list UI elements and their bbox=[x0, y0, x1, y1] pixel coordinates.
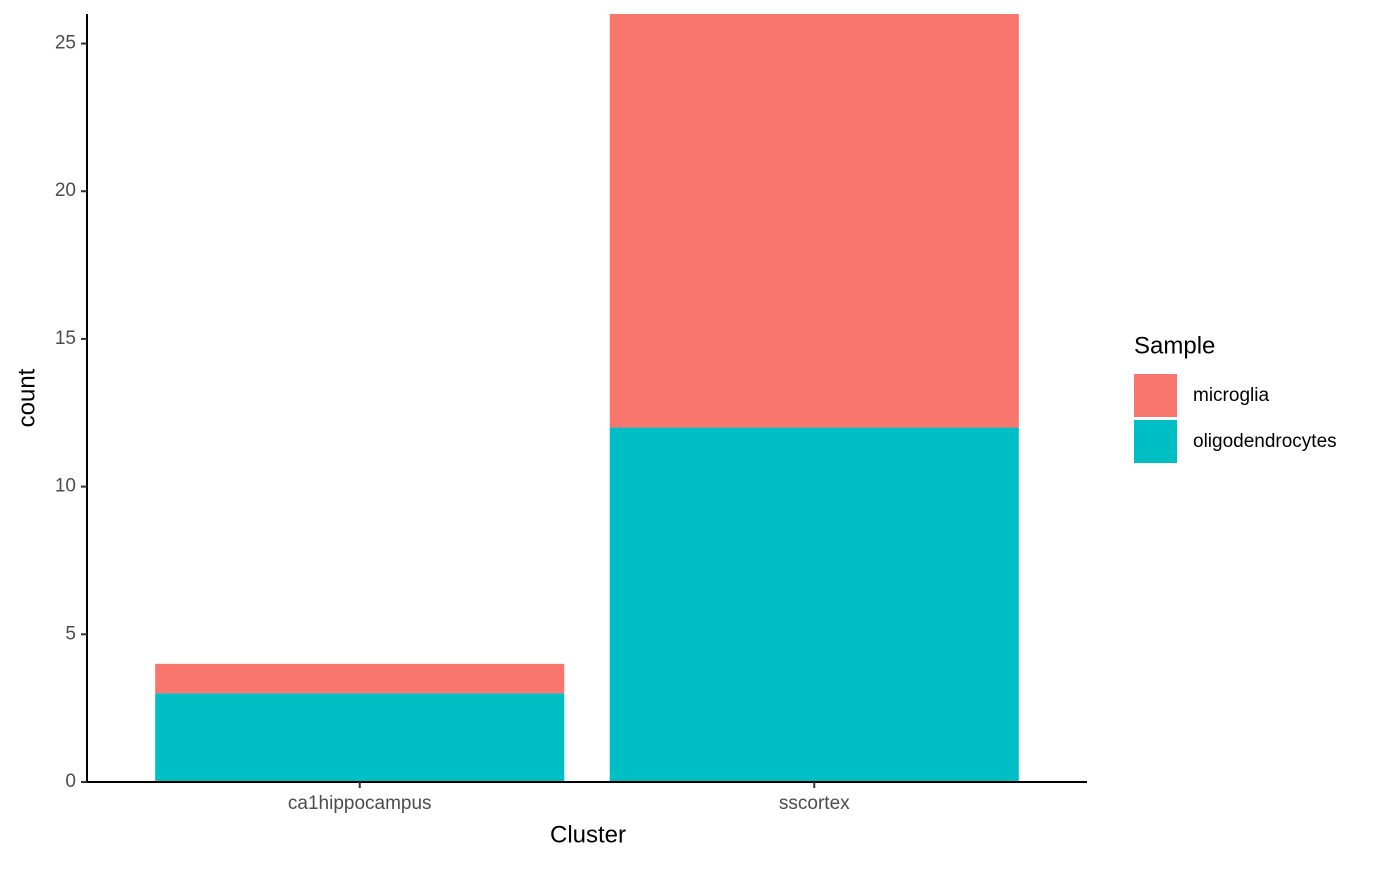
bar-segment bbox=[155, 663, 565, 694]
x-axis-title: Cluster bbox=[550, 821, 626, 848]
x-tick-label: sscortex bbox=[779, 793, 850, 814]
y-tick-label: 25 bbox=[55, 33, 76, 54]
legend-swatch bbox=[1134, 374, 1177, 417]
y-tick-label: 15 bbox=[55, 328, 76, 349]
y-axis-title: count bbox=[13, 368, 40, 427]
y-tick-label: 10 bbox=[55, 476, 76, 497]
bar-segment bbox=[609, 427, 1019, 782]
x-tick-label: ca1hippocampus bbox=[288, 793, 432, 814]
y-tick-label: 20 bbox=[55, 180, 76, 201]
y-tick-label: 0 bbox=[65, 771, 76, 792]
legend-label: oligodendrocytes bbox=[1193, 431, 1337, 452]
bar-segment bbox=[609, 14, 1019, 428]
legend-title: Sample bbox=[1134, 332, 1215, 359]
bar-segment bbox=[155, 693, 565, 782]
legend-swatch bbox=[1134, 420, 1177, 463]
y-tick-label: 5 bbox=[65, 623, 76, 644]
legend-label: microglia bbox=[1193, 385, 1269, 406]
